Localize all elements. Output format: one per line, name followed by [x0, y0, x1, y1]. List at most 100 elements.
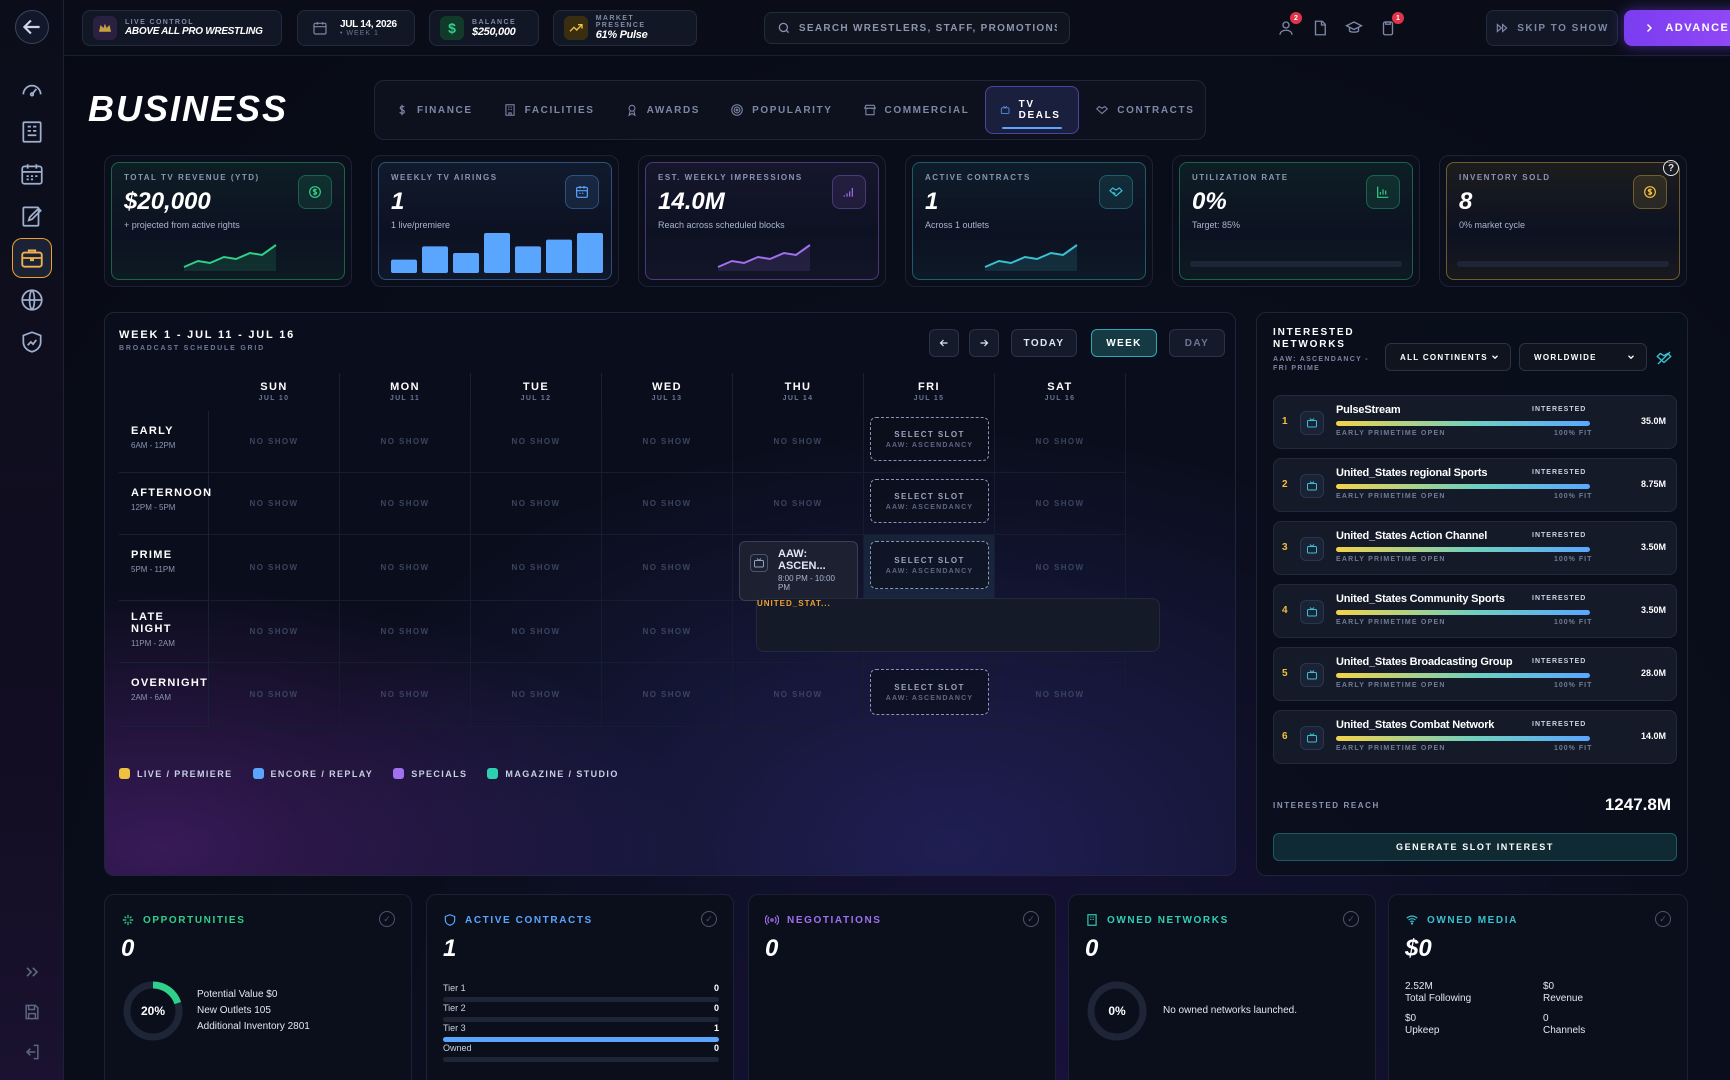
time-block-name: PRIME [131, 549, 173, 561]
stat-card-body: TOTAL TV REVENUE (YTD) $20,000 + projected… [111, 162, 345, 280]
schedule-cell-empty[interactable]: NO SHOW [471, 411, 602, 473]
advance-day-button[interactable]: ADVANCE DAY [1624, 10, 1730, 46]
check-icon[interactable]: ✓ [701, 911, 717, 927]
schedule-cell-open[interactable]: SELECT SLOT AAW: ASCENDANCY [864, 411, 995, 473]
collapse-icon[interactable] [22, 962, 42, 982]
prev-week-button[interactable] [929, 329, 959, 357]
generate-slot-interest-button[interactable]: GENERATE SLOT INTEREST [1273, 833, 1677, 861]
schedule-cell-empty[interactable]: NO SHOW [602, 473, 733, 535]
check-icon[interactable]: ✓ [1655, 911, 1671, 927]
schedule-cell-empty[interactable]: NO SHOW [340, 535, 471, 601]
top-bar: LIVE CONTROL ABOVE ALL PRO WRESTLING JUL… [64, 0, 1730, 56]
tab-finance[interactable]: FINANCE [381, 86, 487, 134]
handshake-filter-icon[interactable] [1655, 349, 1673, 367]
date-pill[interactable]: JUL 14, 2026 • WEEK 1 [297, 10, 415, 46]
check-icon[interactable]: ✓ [1343, 911, 1359, 927]
schedule-cell-empty[interactable]: NO SHOW [209, 473, 340, 535]
network-row[interactable]: 3 United_States Action Channel INTERESTED E… [1273, 521, 1677, 575]
schedule-cell-empty[interactable]: NO SHOW [733, 411, 864, 473]
time-block-range: 2AM - 6AM [131, 693, 172, 702]
people-button[interactable]: 2 [1274, 12, 1302, 40]
sidebar-item-calendar[interactable] [12, 154, 52, 194]
check-icon[interactable]: ✓ [379, 911, 395, 927]
select-slot-button[interactable]: SELECT SLOT AAW: ASCENDANCY [870, 669, 989, 715]
week-view-button[interactable]: WEEK [1091, 329, 1157, 357]
tab-facilities[interactable]: FACILITIES [489, 86, 609, 134]
sidebar-item-business[interactable] [12, 238, 52, 278]
tab-commercial[interactable]: COMMERCIAL [849, 86, 984, 134]
stat-card: TOTAL TV REVENUE (YTD) $20,000 + projected… [104, 155, 352, 287]
help-icon[interactable]: ? [1663, 160, 1679, 176]
schedule-cell-open[interactable]: SELECT SLOT AAW: ASCENDANCY [864, 535, 995, 601]
empty-slot-label: NO SHOW [642, 499, 692, 508]
save-icon[interactable] [22, 1002, 42, 1022]
schedule-cell-empty[interactable]: NO SHOW [340, 473, 471, 535]
tier-bar-fill [443, 1037, 719, 1042]
tab-popularity[interactable]: POPULARITY [716, 86, 846, 134]
schedule-cell-empty[interactable]: NO SHOW [471, 473, 602, 535]
tab-contracts[interactable]: CONTRACTS [1081, 86, 1208, 134]
schedule-cell-empty[interactable]: NO SHOW [471, 663, 602, 727]
network-row[interactable]: 1 PulseStream INTERESTED EARLY PRIMETIME OP… [1273, 395, 1677, 449]
schedule-cell-empty[interactable]: NO SHOW [471, 601, 602, 663]
sidebar-item-dashboard[interactable] [12, 70, 52, 110]
schedule-cell-empty[interactable]: NO SHOW [209, 535, 340, 601]
balance-pill[interactable]: $ BALANCE $250,000 [429, 10, 539, 46]
tasks-button[interactable]: 1 [1376, 12, 1404, 40]
schedule-cell-empty[interactable]: NO SHOW [602, 601, 733, 663]
network-row[interactable]: 2 United_States regional Sports INTERESTED… [1273, 458, 1677, 512]
active-contracts-card: ACTIVE CONTRACTS ✓ 1 Tier 1 0 Tier 2 0 Tier … [426, 894, 734, 1080]
exit-icon[interactable] [22, 1042, 42, 1062]
select-slot-button[interactable]: SELECT SLOT AAW: ASCENDANCY [870, 541, 989, 589]
region-select[interactable]: WORLDWIDE [1519, 343, 1647, 371]
schedule-cell-empty[interactable]: NO SHOW [733, 473, 864, 535]
schedule-cell-open[interactable]: SELECT SLOT AAW: ASCENDANCY [864, 663, 995, 727]
today-button[interactable]: TODAY [1011, 329, 1077, 357]
schedule-cell-empty[interactable]: NO SHOW [209, 663, 340, 727]
schedule-cell-empty[interactable]: NO SHOW [602, 663, 733, 727]
day-view-button[interactable]: DAY [1169, 329, 1225, 357]
check-icon[interactable]: ✓ [1023, 911, 1039, 927]
select-slot-button[interactable]: SELECT SLOT AAW: ASCENDANCY [870, 479, 989, 523]
schedule-cell-empty[interactable]: NO SHOW [602, 535, 733, 601]
search-box[interactable] [764, 12, 1070, 44]
select-slot-button[interactable]: SELECT SLOT AAW: ASCENDANCY [870, 417, 989, 461]
sidebar-item-analytics[interactable] [12, 322, 52, 362]
schedule-cell-empty[interactable]: NO SHOW [209, 411, 340, 473]
schedule-cell-empty[interactable]: NO SHOW [733, 663, 864, 727]
broadcast-schedule: WEEK 1 - JUL 11 - JUL 16 BROADCAST SCHED… [104, 312, 1236, 876]
schedule-cell-empty[interactable]: NO SHOW [995, 663, 1126, 727]
tab-awards[interactable]: AWARDS [611, 86, 715, 134]
network-name: PulseStream [1336, 404, 1401, 416]
documents-button[interactable] [1308, 16, 1332, 40]
schedule-cell-empty[interactable]: NO SHOW [340, 411, 471, 473]
schedule-cell-empty[interactable]: NO SHOW [995, 535, 1126, 601]
tier-count: 0 [713, 1043, 719, 1053]
search-input[interactable] [798, 22, 1057, 34]
network-row[interactable]: 5 United_States Broadcasting Group INTERES… [1273, 647, 1677, 701]
schedule-cell-empty[interactable]: NO SHOW [995, 473, 1126, 535]
skip-to-show-button[interactable]: SKIP TO SHOW [1486, 10, 1618, 46]
schedule-cell-open[interactable]: SELECT SLOT AAW: ASCENDANCY [864, 473, 995, 535]
schedule-cell-empty[interactable]: NO SHOW [340, 663, 471, 727]
tab-tv-deals[interactable]: TV DEALS [985, 86, 1080, 134]
scheduled-show-card[interactable]: AAW: ASCEN... 8:00 PM - 10:00 PM UNITED_ST… [739, 541, 1160, 652]
sidebar-item-world[interactable] [12, 280, 52, 320]
schedule-cell-empty[interactable]: NO SHOW [471, 535, 602, 601]
schedule-cell-empty[interactable]: NO SHOW [602, 411, 733, 473]
continent-select[interactable]: ALL CONTINENTS [1385, 343, 1511, 371]
revenue-value: $0 [1543, 981, 1555, 992]
network-row[interactable]: 4 United_States Community Sports INTERESTE… [1273, 584, 1677, 638]
live-control-pill[interactable]: LIVE CONTROL ABOVE ALL PRO WRESTLING [82, 10, 282, 46]
network-row[interactable]: 6 United_States Combat Network INTERESTED E… [1273, 710, 1677, 764]
next-week-button[interactable] [969, 329, 999, 357]
schedule-cell-empty[interactable]: NO SHOW [340, 601, 471, 663]
sidebar-item-roster[interactable] [12, 112, 52, 152]
back-button[interactable] [15, 10, 49, 44]
sidebar-item-booking[interactable] [12, 196, 52, 236]
market-presence-pill[interactable]: MARKET PRESENCE 61% Pulse [553, 10, 697, 46]
schedule-cell-empty[interactable]: NO SHOW [995, 411, 1126, 473]
academy-button[interactable] [1342, 16, 1366, 40]
schedule-cell-empty[interactable]: NO SHOW [209, 601, 340, 663]
